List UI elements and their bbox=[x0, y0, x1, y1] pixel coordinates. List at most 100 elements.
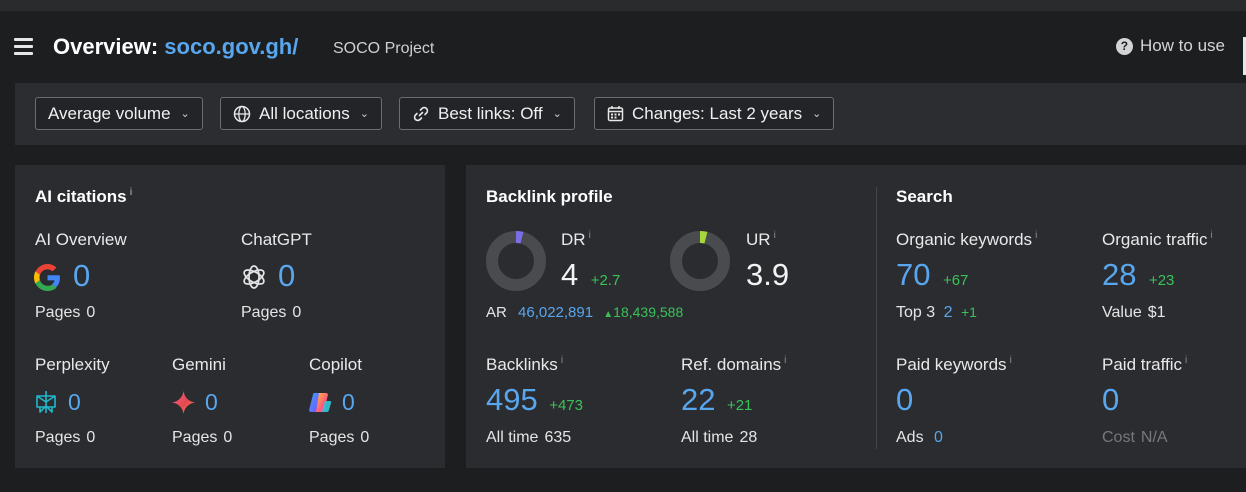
info-icon[interactable]: i bbox=[560, 355, 564, 366]
organic-traffic-label: Organic traffic i bbox=[1102, 230, 1213, 249]
backlink-profile-title: Backlink profile bbox=[486, 187, 613, 206]
ur-label: UR i bbox=[746, 230, 776, 249]
ur-value[interactable]: 3.9 bbox=[746, 257, 790, 292]
backlinks-value: 495 bbox=[486, 382, 538, 417]
ai-citations-panel bbox=[15, 165, 445, 468]
dr-label: DR i bbox=[561, 230, 591, 249]
chevron-down-icon: ⌄ bbox=[552, 108, 562, 120]
title-prefix: Overview: bbox=[53, 34, 159, 59]
perplexity-pages: Pages 0 bbox=[35, 429, 96, 446]
copilot-label: Copilot bbox=[309, 355, 362, 374]
top3-value[interactable]: 2 bbox=[943, 304, 953, 321]
edge-marker bbox=[1243, 37, 1246, 75]
organic-traffic-metric[interactable]: 28 +23 bbox=[1102, 257, 1174, 293]
link-icon bbox=[413, 106, 429, 121]
best-links-dropdown-label: Best links: Off bbox=[438, 103, 543, 123]
paid-traffic-cost: Cost N/A bbox=[1102, 429, 1168, 446]
ads-value[interactable]: 0 bbox=[934, 429, 943, 446]
chevron-down-icon: ⌄ bbox=[180, 108, 190, 120]
info-icon[interactable]: i bbox=[588, 230, 591, 241]
backlinks-metric[interactable]: 495 +473 bbox=[486, 382, 583, 418]
help-icon: ? bbox=[1115, 37, 1133, 55]
organic-keywords-metric[interactable]: 70 +67 bbox=[896, 257, 968, 293]
info-icon[interactable]: i bbox=[129, 187, 133, 198]
info-icon[interactable]: i bbox=[1185, 355, 1188, 366]
ur-donut bbox=[670, 231, 730, 291]
search-title: Search bbox=[896, 187, 953, 206]
locations-dropdown[interactable]: All locations ⌄ bbox=[220, 97, 382, 130]
chatgpt-label: ChatGPT bbox=[241, 230, 312, 249]
volume-dropdown[interactable]: Average volume ⌄ bbox=[35, 97, 203, 130]
ar-value[interactable]: 46,022,891 bbox=[518, 304, 594, 321]
gemini-icon bbox=[172, 391, 195, 414]
volume-dropdown-label: Average volume bbox=[48, 103, 171, 123]
copilot-icon bbox=[309, 393, 332, 412]
globe-icon bbox=[233, 105, 251, 122]
gemini-value: 0 bbox=[205, 389, 218, 415]
best-links-dropdown[interactable]: Best links: Off ⌄ bbox=[399, 97, 575, 130]
domain-link[interactable]: soco.gov.gh/ bbox=[164, 34, 299, 59]
page-title: Overview: soco.gov.gh/ bbox=[53, 34, 298, 60]
panel-divider bbox=[876, 187, 877, 449]
organic-keywords-delta: +67 bbox=[942, 272, 969, 289]
changes-dropdown[interactable]: Changes: Last 2 years ⌄ bbox=[594, 97, 835, 130]
organic-traffic-value-row: Value $1 bbox=[1102, 304, 1166, 321]
filter-bar: Average volume ⌄ All locations ⌄ Best li… bbox=[15, 83, 1246, 145]
ar-row: AR 46,022,891 ▲18,439,588 bbox=[486, 304, 683, 321]
backlinks-label: Backlinks i bbox=[486, 355, 564, 374]
info-icon[interactable]: i bbox=[773, 230, 776, 241]
how-to-use-label: How to use bbox=[1139, 36, 1225, 55]
ref-domains-metric[interactable]: 22 +21 bbox=[681, 382, 752, 418]
info-icon[interactable]: i bbox=[1035, 230, 1038, 241]
ar-label: AR bbox=[486, 304, 507, 321]
top-strip bbox=[0, 0, 1246, 11]
dr-donut bbox=[486, 231, 546, 291]
gemini-pages: Pages 0 bbox=[172, 429, 233, 446]
gemini-label: Gemini bbox=[172, 355, 226, 374]
dr-delta: +2.7 bbox=[590, 272, 621, 289]
perplexity-label: Perplexity bbox=[35, 355, 110, 374]
chatgpt-icon bbox=[243, 265, 265, 289]
paid-keywords-ads: Ads 0 bbox=[896, 429, 943, 446]
paid-keywords-label: Paid keywords i bbox=[896, 355, 1012, 374]
menu-icon[interactable] bbox=[14, 38, 33, 55]
organic-keywords-value: 70 bbox=[896, 257, 931, 292]
how-to-use-link[interactable]: ? How to use bbox=[1115, 36, 1225, 56]
chevron-down-icon: ⌄ bbox=[359, 108, 369, 120]
ref-domains-delta: +21 bbox=[726, 397, 753, 414]
project-name: SOCO Project bbox=[333, 40, 435, 57]
organic-traffic-delta: +23 bbox=[1148, 272, 1175, 289]
locations-dropdown-label: All locations bbox=[259, 103, 350, 123]
page-header: Overview: soco.gov.gh/ SOCO Project ? Ho… bbox=[0, 11, 1246, 83]
info-icon[interactable]: i bbox=[1210, 230, 1213, 241]
chatgpt-value: 0 bbox=[278, 258, 296, 293]
backlink-search-panel bbox=[466, 165, 1246, 468]
google-icon bbox=[34, 264, 60, 291]
copilot-pages: Pages 0 bbox=[309, 429, 370, 446]
paid-keywords-value[interactable]: 0 bbox=[896, 382, 914, 417]
changes-dropdown-label: Changes: Last 2 years bbox=[632, 103, 803, 123]
info-icon[interactable]: i bbox=[784, 355, 787, 366]
calendar-icon bbox=[607, 106, 624, 122]
organic-traffic-value: 28 bbox=[1102, 257, 1137, 292]
organic-keywords-label: Organic keywords i bbox=[896, 230, 1038, 249]
perplexity-icon bbox=[36, 391, 56, 413]
paid-traffic-value[interactable]: 0 bbox=[1102, 382, 1120, 417]
paid-traffic-label: Paid traffic i bbox=[1102, 355, 1188, 374]
organic-keywords-top3: Top 3 2 +1 bbox=[896, 304, 977, 321]
arrow-up-icon: ▲ bbox=[603, 309, 614, 320]
dr-metric[interactable]: 4 +2.7 bbox=[561, 257, 620, 293]
ai-overview-label: AI Overview bbox=[35, 230, 127, 249]
chevron-down-icon: ⌄ bbox=[812, 108, 822, 120]
backlinks-delta: +473 bbox=[549, 397, 583, 414]
copilot-value: 0 bbox=[342, 389, 355, 415]
ref-domains-label: Ref. domains i bbox=[681, 355, 787, 374]
info-icon[interactable]: i bbox=[1009, 355, 1012, 366]
dr-value: 4 bbox=[561, 257, 579, 292]
ref-domains-value: 22 bbox=[681, 382, 716, 417]
ai-citations-title: AI citations i bbox=[35, 187, 133, 206]
backlinks-all-time: All time 635 bbox=[486, 429, 572, 446]
ai-overview-value: 0 bbox=[73, 258, 91, 293]
top3-delta: +1 bbox=[960, 304, 977, 320]
chatgpt-pages: Pages 0 bbox=[241, 304, 302, 321]
